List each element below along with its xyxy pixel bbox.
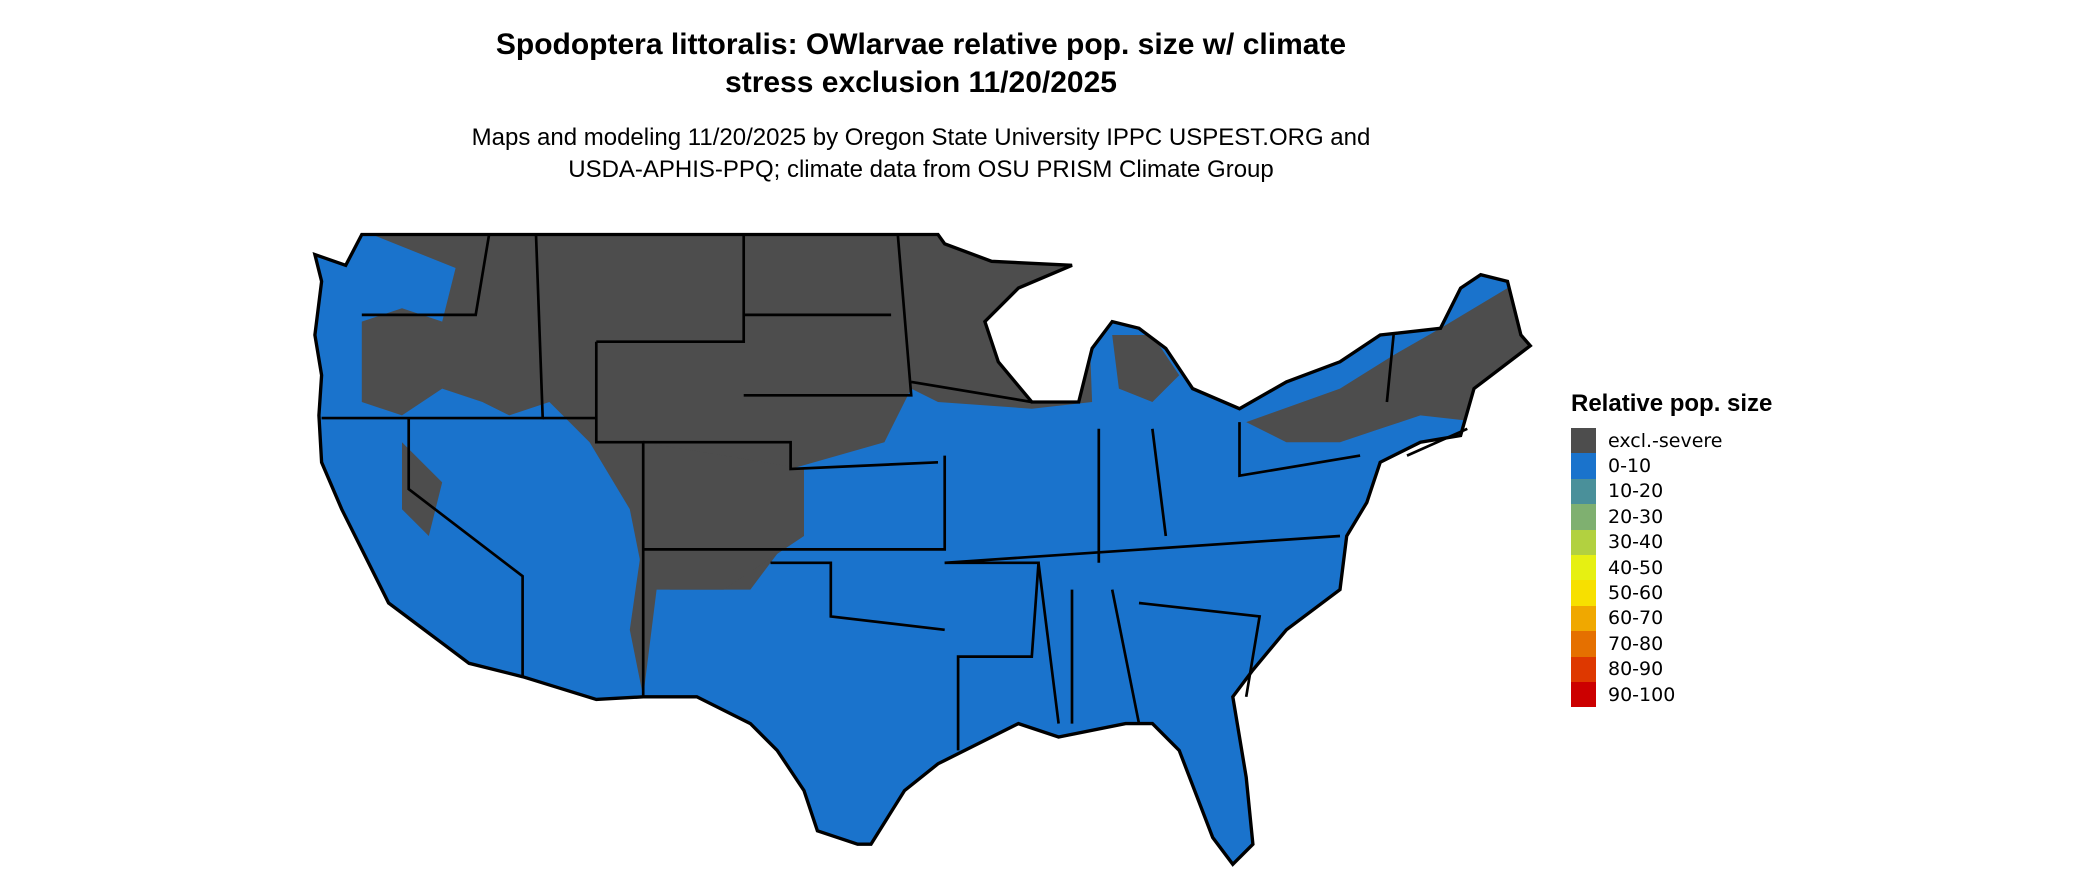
legend-swatch [1571,478,1596,505]
exclusion-area [1246,268,1531,443]
legend-label: 90-100 [1608,683,1676,706]
legend-swatch [1571,453,1596,479]
state-border [407,418,524,677]
state-border [643,455,947,551]
legend-label: 80-90 [1608,658,1664,681]
state-border [1385,334,1395,403]
state-border [596,234,746,344]
state-border [594,341,645,697]
state-border [1151,428,1168,537]
state-border [743,234,913,397]
legend-item: 20-30 [1571,504,1772,530]
legend-label: 40-50 [1608,556,1664,579]
legend-item: 50-60 [1571,580,1772,606]
title-line-1: Spodoptera littoralis: OWlarvae relative… [495,28,1347,61]
legend-label: 70-80 [1608,632,1664,655]
legend-swatch [1571,631,1596,657]
state-border [944,534,1341,565]
legend-item: 0-10 [1571,453,1772,479]
subtitle-line-1: Maps and modeling 11/20/2025 by Oregon S… [471,124,1371,151]
state-border [944,561,1040,751]
legend-item: 40-50 [1571,554,1772,581]
exclusion-area [402,442,443,536]
legend-swatch [1571,605,1596,632]
state-border [643,440,939,471]
legend-item: 10-20 [1571,478,1772,505]
state-border [1238,422,1361,478]
legend-label: 10-20 [1608,480,1664,503]
legend-label: 20-30 [1608,505,1664,528]
us-outline-border [312,232,1533,867]
map-title: Spodoptera littoralis: OWlarvae relative… [321,26,1521,102]
legend-item: 70-80 [1571,631,1772,657]
legend-swatch [1571,529,1596,555]
exclusion-area [629,442,804,697]
legend-item: 90-100 [1571,681,1772,708]
legend-swatch [1571,656,1596,682]
legend-item: 60-70 [1571,605,1772,632]
state-border [1037,562,1060,724]
exclusion-area [1112,335,1180,402]
legend-title: Relative pop. size [1571,390,1773,417]
state-border [1406,427,1468,457]
state-border [770,561,945,632]
title-line-2: stress exclusion 11/20/2025 [725,66,1117,99]
state-border [910,380,1033,404]
legend-label: excl.-severe [1608,429,1723,452]
legend-swatch [1571,428,1596,454]
legend-swatch [1571,580,1596,606]
legend-item: 80-90 [1571,656,1772,682]
legend-label: 60-70 [1608,607,1664,630]
subtitle-line-2: USDA-APHIS-PPQ; climate data from OSU PR… [568,156,1274,183]
legend-swatch [1571,554,1596,581]
legend-swatch [1571,681,1596,708]
state-border [1138,601,1262,698]
state-border [1110,589,1141,724]
legend-label: 0-10 [1608,455,1652,478]
map-subtitle: Maps and modeling 11/20/2025 by Oregon S… [321,122,1521,186]
legend-label: 50-60 [1608,582,1664,605]
legend-item: excl.-severe [1571,428,1772,454]
state-borders [321,234,1468,751]
legend-label: 30-40 [1608,531,1664,554]
legend: Relative pop. size excl.-severe 0-10 10-20… [1571,390,1773,708]
state-border [361,234,491,317]
legend-swatch [1571,504,1596,530]
legend-item: 30-40 [1571,529,1772,555]
